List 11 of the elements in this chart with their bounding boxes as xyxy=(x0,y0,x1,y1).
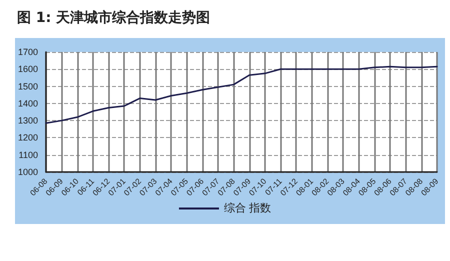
y-tick-label: 1300 xyxy=(18,116,38,126)
legend-label: 综合 指数 xyxy=(224,202,272,214)
chart-title: 图 1: 天津城市综合指数走势图 xyxy=(17,9,210,26)
y-tick-label: 1100 xyxy=(18,150,38,160)
y-tick-label: 1600 xyxy=(18,64,38,74)
y-tick-label: 1200 xyxy=(18,132,38,143)
y-tick-label: 1700 xyxy=(18,47,38,57)
y-tick-label: 1500 xyxy=(18,81,38,92)
y-tick-label: 1400 xyxy=(18,98,38,108)
line-series xyxy=(45,66,438,124)
y-tick-label: 1000 xyxy=(18,167,38,177)
